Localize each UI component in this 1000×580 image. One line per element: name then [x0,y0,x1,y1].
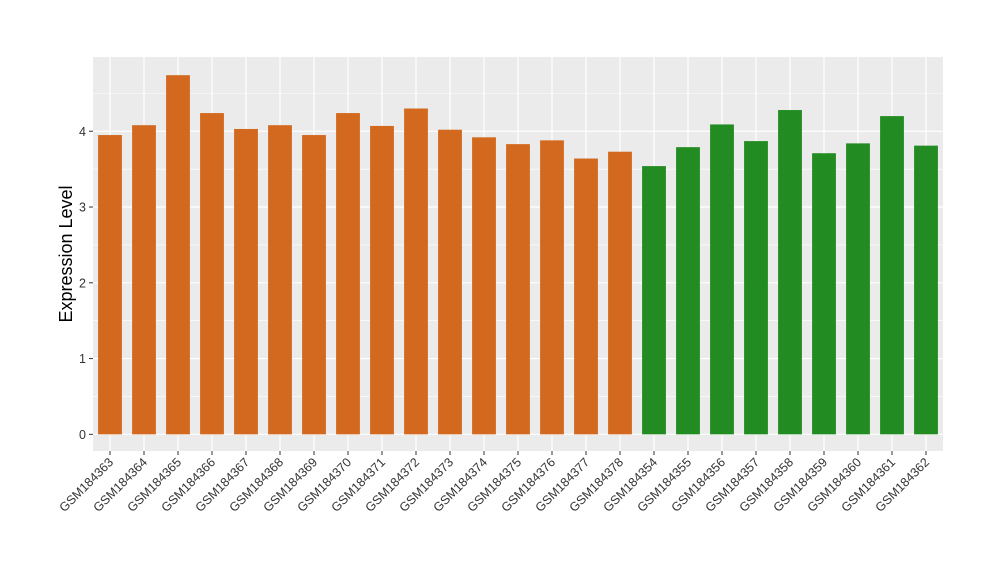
bars [98,75,938,435]
bar-GSM184356 [710,124,734,435]
y-tick-label: 3 [79,201,86,215]
y-tick-label: 1 [79,352,86,366]
bar-GSM184359 [812,153,836,435]
bar-GSM184377 [574,158,598,435]
bar-GSM184366 [200,113,224,435]
bar-GSM184365 [166,75,190,435]
bar-GSM184376 [540,140,564,435]
bar-GSM184367 [234,128,258,435]
y-tick-label: 0 [79,428,86,442]
bar-GSM184369 [302,135,326,435]
y-axis-title: Expression Level [56,185,76,322]
bar-GSM184373 [438,129,462,435]
bar-GSM184374 [472,137,496,435]
bar-GSM184378 [608,151,632,435]
bar-GSM184360 [846,143,870,435]
bar-GSM184375 [506,144,530,435]
bar-GSM184354 [642,166,666,435]
bar-GSM184363 [98,135,122,435]
y-axis: 0 1 2 3 4 [79,125,93,442]
bar-GSM184370 [336,113,360,435]
y-tick-label: 4 [79,125,86,139]
bar-GSM184355 [676,147,700,435]
bar-GSM184361 [880,116,904,435]
x-axis: GSM184363GSM184364GSM184365GSM184366GSM1… [57,451,932,515]
bar-GSM184357 [744,141,768,435]
y-tick-label: 2 [79,276,86,290]
bar-GSM184372 [404,108,428,435]
bar-GSM184368 [268,125,292,435]
bar-GSM184362 [914,145,938,435]
bar-GSM184364 [132,125,156,435]
bar-GSM184371 [370,125,394,435]
bar-GSM184358 [778,110,802,435]
